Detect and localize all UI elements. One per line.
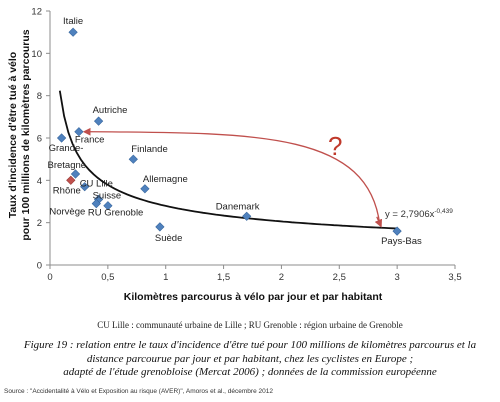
point-label-italie: Italie — [63, 16, 83, 27]
y-axis-title-line-2: pour 100 millions de kilomètres parcouru… — [20, 29, 32, 240]
x-axis-title: Kilomètres parcourus à vélo par jour et … — [124, 291, 383, 303]
point-label-norv-ge: Norvège — [49, 207, 85, 218]
chart: 0 0,5 1 1,5 2 2,5 3 3,5 0 2 4 6 8 10 12 Italie Autrich… — [7, 7, 462, 304]
point-label-finlande: Finlande — [131, 144, 167, 155]
x-axis-ticks: 0 0,5 1 1,5 2 2,5 3 3,5 — [47, 265, 462, 283]
figure-caption: Figure 19 : relation entre le taux d'inc… — [10, 339, 490, 380]
point-label-pays-bas: Pays-Bas — [381, 236, 422, 247]
data-point-rh-ne — [66, 175, 76, 185]
point-label-bretagne: Bretagne — [48, 160, 87, 171]
y-tick-label: 2 — [37, 218, 42, 229]
data-point-allemagne — [140, 184, 150, 194]
x-tick-label: 2 — [279, 272, 284, 283]
caption-line-3: adapté de l'étude grenobloise (Mercat 20… — [63, 366, 437, 378]
data-point-danemark — [242, 211, 252, 221]
source-note: Source : "Accidentalité à Vélo et Exposi… — [4, 388, 273, 395]
data-point-bretagne — [70, 169, 81, 179]
y-tick-label: 6 — [37, 134, 42, 145]
question-mark: ? — [328, 131, 342, 161]
trendline-layer — [58, 90, 398, 230]
trendline-curve — [58, 90, 398, 230]
point-label-su-de: Suède — [155, 233, 182, 244]
point-label-france: France — [75, 135, 105, 146]
point-label-rh-ne: Rhône — [53, 185, 81, 196]
y-tick-label: 12 — [31, 7, 42, 18]
annotation-arrow-left — [82, 127, 381, 225]
x-tick-label: 1 — [163, 272, 168, 283]
trendline-equation-exponent: -0,439 — [434, 208, 453, 215]
axes — [49, 11, 455, 266]
y-axis-title-line-1: Taux d'incidence d'être tué à vélo — [7, 52, 19, 218]
y-tick-label: 8 — [37, 91, 42, 102]
x-tick-label: 2,5 — [333, 272, 346, 283]
point-label-suisse: Suisse — [93, 190, 122, 201]
point-label-grande: Grande- — [49, 143, 84, 154]
data-point-france — [74, 127, 84, 137]
x-tick-label: 1,5 — [217, 272, 230, 283]
point-label-autriche: Autriche — [93, 105, 128, 116]
x-tick-label: 3 — [394, 272, 399, 283]
data-point-norv-ge — [91, 199, 101, 209]
annotation-arrow-down — [374, 216, 383, 228]
trendline-equation-base: y = 2,7906x — [385, 209, 435, 220]
point-label-danemark: Danemark — [216, 201, 260, 212]
y-tick-label: 4 — [37, 176, 42, 187]
data-points — [57, 27, 402, 236]
point-label-allemagne: Allemagne — [143, 174, 188, 185]
data-point-ru-grenoble — [103, 201, 113, 211]
annotation-arrow-layer — [82, 127, 383, 228]
y-tick-label: 0 — [37, 261, 42, 272]
x-tick-label: 0,5 — [101, 272, 114, 283]
data-point-autriche — [94, 116, 104, 126]
data-point-italie — [68, 27, 78, 37]
legend-note: CU Lille : communauté urbaine de Lille ;… — [97, 320, 403, 330]
data-point-su-de — [155, 222, 165, 232]
data-point-finlande — [128, 154, 138, 164]
point-label-ru-grenoble: RU Grenoble — [88, 208, 143, 219]
y-tick-label: 10 — [31, 49, 42, 60]
x-tick-label: 3,5 — [448, 272, 461, 283]
caption-line-2: distance parcourue par jour et par habit… — [86, 352, 414, 365]
data-point-cu-lille — [80, 182, 90, 192]
trendline-equation: y = 2,7906x-0,439 — [385, 208, 453, 220]
caption-line-1: Figure 19 : relation entre le taux d'inc… — [23, 339, 477, 351]
point-label-cu-lille: CU Lille — [80, 179, 113, 190]
data-point-grande — [57, 133, 67, 143]
x-tick-label: 0 — [47, 272, 52, 283]
data-point-pays-bas — [392, 226, 402, 236]
y-axis-ticks: 0 2 4 6 8 10 12 — [31, 7, 50, 272]
